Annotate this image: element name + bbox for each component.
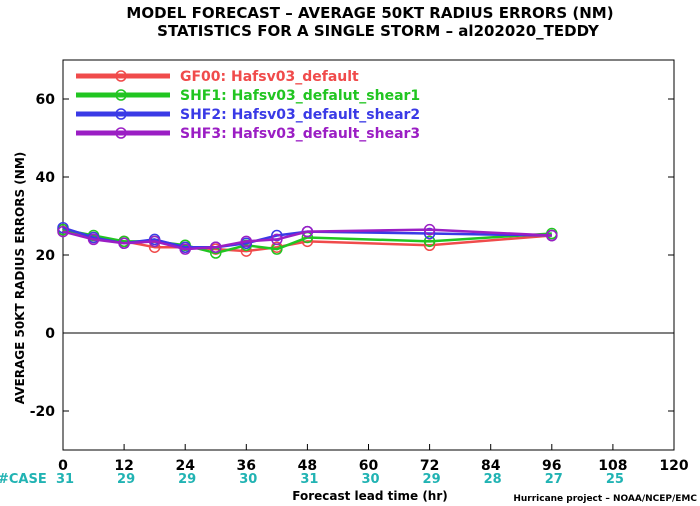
y-tick-label: 20 (36, 248, 56, 264)
data-point (179, 243, 191, 255)
legend: GF00: Hafsv03_default SHF1: Hafsv03_defal… (76, 69, 420, 142)
data-point (57, 225, 69, 238)
data-point (118, 237, 130, 250)
legend-entry-3: SHF3: Hafsv03_default_shear3 (180, 126, 420, 142)
case-label: #CASE (0, 472, 47, 487)
y-axis-label: AVERAGE 50KT RADIUS ERRORS (NM) (13, 152, 27, 404)
y-tick-label: 0 (45, 326, 55, 342)
legend-entry-2: SHF2: Hafsv03_default_shear2 (180, 107, 420, 123)
legend-marker-1 (115, 89, 127, 101)
y-tick-label: 40 (36, 170, 56, 186)
data-point (240, 235, 253, 248)
x-tick-label: 120 (659, 458, 688, 474)
case-count: 25 (606, 472, 624, 487)
legend-marker-2 (115, 108, 127, 120)
y-tick-label: -20 (30, 404, 56, 420)
case-count: 30 (361, 472, 379, 487)
credit-text: Hurricane project – NOAA/NCEP/EMC (513, 494, 697, 504)
x-tick-label: 0 (58, 458, 68, 474)
case-count: 31 (300, 472, 318, 487)
legend-entry-0: GF00: Hafsv03_default (180, 69, 359, 85)
case-count: 29 (178, 472, 196, 487)
x-tick-label: 24 (175, 458, 195, 474)
data-point (148, 235, 161, 248)
x-axis-label: Forecast lead time (hr) (292, 489, 448, 503)
legend-marker-0 (115, 70, 127, 82)
case-count: 28 (484, 472, 502, 487)
data-point (271, 233, 283, 246)
x-tick-label: 12 (114, 458, 133, 474)
x-tick-label: 36 (237, 458, 256, 474)
x-axis-ticks: 0 12 24 36 48 60 72 84 96 108 120 (58, 444, 689, 474)
x-tick-label: 96 (542, 458, 561, 474)
case-count: 31 (56, 472, 74, 487)
legend-entry-1: SHF1: Hafsv03_defalut_shear1 (180, 88, 420, 104)
data-point (423, 223, 436, 236)
series-line-3 (62, 228, 552, 251)
data-point (87, 233, 100, 246)
case-count: 29 (423, 472, 441, 487)
y-axis-ticks: -20 0 20 40 60 (30, 92, 674, 420)
x-tick-label: 60 (359, 458, 379, 474)
data-point (210, 241, 222, 253)
chart-title: MODEL FORECAST – AVERAGE 50KT RADIUS ERR… (126, 4, 613, 22)
case-counts: #CASE 31 29 29 30 31 30 29 28 27 25 (0, 472, 624, 487)
series-layer (57, 221, 558, 259)
legend-marker-3 (115, 127, 127, 139)
x-tick-label: 84 (481, 458, 501, 474)
series-line-1 (62, 228, 552, 255)
x-tick-label: 72 (420, 458, 439, 474)
data-point (546, 229, 558, 242)
case-count: 30 (239, 472, 257, 487)
case-count: 29 (117, 472, 135, 487)
data-point (301, 225, 314, 238)
y-tick-label: 60 (36, 92, 56, 108)
x-tick-label: 108 (598, 458, 627, 474)
x-tick-label: 48 (298, 458, 317, 474)
data-point (423, 235, 436, 248)
chart-subtitle: STATISTICS FOR A SINGLE STORM – al202020… (157, 22, 600, 40)
case-count: 27 (545, 472, 563, 487)
